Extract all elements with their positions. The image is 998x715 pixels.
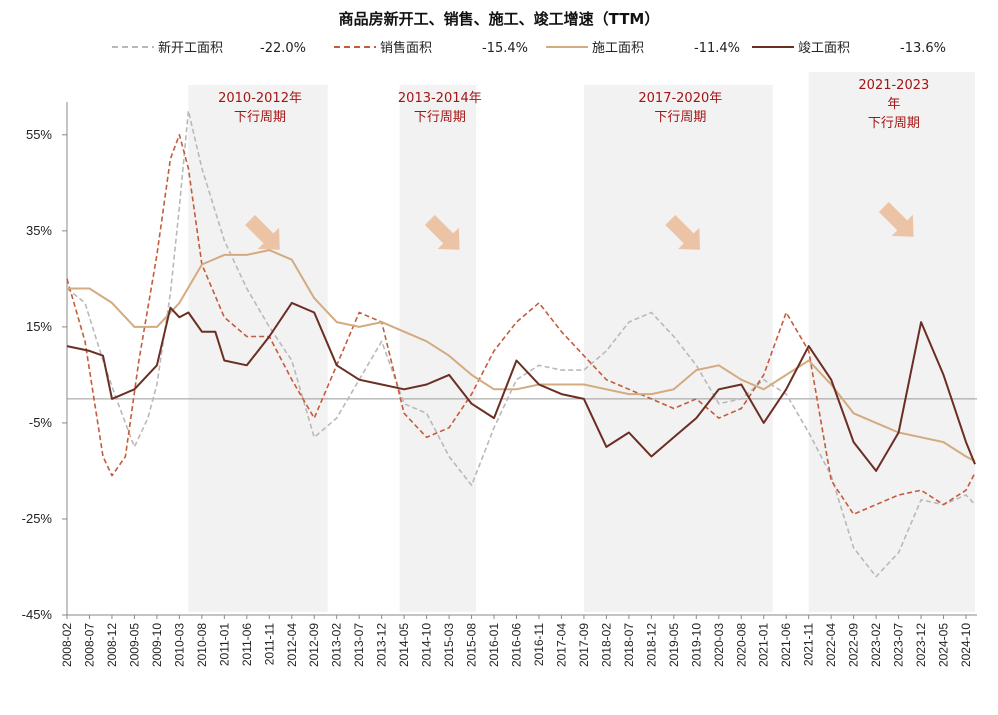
period-label-2: 2013-2014年 (398, 91, 482, 106)
x-tick-label: 2024-05 (937, 623, 951, 667)
period-label-3: 下行周期 (654, 110, 706, 125)
period-label-1: 下行周期 (234, 110, 286, 125)
period-label-2: 下行周期 (414, 110, 466, 125)
y-tick-label: 55% (26, 127, 52, 142)
x-tick-label: 2019-05 (667, 623, 681, 667)
legend-label-new_start: 新开工面积 (158, 40, 223, 56)
x-tick-label: 2008-12 (105, 623, 119, 667)
series-line-new_start (66, 110, 976, 578)
series-line-completion (66, 301, 976, 472)
y-tick-label: 15% (26, 319, 52, 334)
x-tick-label: 2021-06 (779, 623, 793, 667)
down-arrow-icon (665, 215, 701, 250)
x-tick-label: 2013-07 (352, 623, 366, 667)
x-tick-label: 2021-11 (802, 623, 816, 666)
shaded-period-1 (188, 85, 328, 612)
shaded-period-3 (583, 85, 773, 612)
legend-value-sales: -15.4% (482, 41, 528, 56)
x-tick-label: 2020-03 (712, 623, 726, 667)
x-tick-label: 2017-09 (577, 623, 591, 667)
x-tick-label: 2018-12 (644, 623, 658, 667)
x-tick-label: 2009-05 (127, 623, 141, 667)
x-tick-label: 2013-02 (330, 623, 344, 667)
y-tick-label: -25% (22, 511, 53, 526)
x-tick-label: 2014-10 (420, 623, 434, 667)
x-tick-label: 2018-02 (599, 623, 613, 667)
x-tick-label: 2011-11 (262, 623, 276, 666)
legend-value-completion: -13.6% (900, 41, 946, 56)
series-lines (66, 110, 976, 578)
x-tick-label: 2008-07 (82, 623, 96, 667)
x-tick-label: 2024-10 (959, 623, 973, 667)
shaded-period-4 (808, 72, 975, 612)
x-tick-label: 2008-02 (60, 623, 74, 667)
x-tick-label: 2023-02 (869, 623, 883, 667)
legend: 新开工面积 -22.0% 销售面积 -15.4% 施工面积 -11.4% 竣工面积 -13.6… (112, 40, 946, 56)
x-tick-label: 2011-06 (240, 623, 254, 666)
x-tick-label: 2015-08 (465, 623, 479, 667)
x-tick-label: 2015-03 (442, 623, 456, 667)
legend-label-sales: 销售面积 (380, 40, 432, 56)
down-arrow-icon (245, 215, 280, 250)
x-tick-label: 2010-08 (195, 623, 209, 667)
period-label-1: 2010-2012年 (218, 91, 302, 106)
x-tick-label: 2021-01 (757, 623, 771, 667)
x-tick-label: 2016-11 (532, 623, 546, 666)
x-tick-label: 2023-07 (892, 623, 906, 667)
x-tick-label: 2023-12 (914, 623, 928, 667)
x-tick-label: 2012-09 (307, 623, 321, 667)
x-tick-label: 2014-05 (397, 623, 411, 667)
x-tick-label: 2017-04 (554, 623, 568, 667)
legend-value-construction: -11.4% (694, 41, 740, 56)
legend-label-construction: 施工面积 (592, 41, 644, 56)
series-line-sales (66, 134, 976, 515)
x-tick-label: 2012-04 (285, 623, 299, 667)
x-tick-label: 2018-07 (622, 623, 636, 667)
x-tick-label: 2011-01 (217, 623, 231, 666)
legend-value-new_start: -22.0% (260, 41, 306, 56)
period-label-4: 2021-2023 (858, 78, 929, 93)
axes: 55% 35% 15% -5% -25% -45% 2008-02 2008-07 2008-1… (22, 102, 977, 667)
x-tick-label: 2022-09 (847, 623, 861, 667)
legend-label-completion: 竣工面积 (798, 41, 850, 56)
x-tick-label: 2013-12 (375, 623, 389, 667)
shaded-periods: 2010-2012年下行周期2013-2014年下行周期2017-2020年下行… (188, 72, 975, 612)
y-tick-label: 35% (26, 223, 52, 238)
y-tick-label: -45% (22, 607, 53, 622)
down-arrow-icon (424, 215, 460, 250)
x-tick-label: 2020-08 (734, 623, 748, 667)
period-label-4: 下行周期 (868, 116, 920, 131)
x-tick-label: 2016-01 (487, 623, 501, 667)
y-tick-label: -5% (29, 415, 53, 430)
chart-title: 商品房新开工、销售、施工、竣工增速（TTM） (339, 10, 660, 28)
x-tick-label: 2022-04 (824, 623, 838, 667)
period-label-3: 2017-2020年 (638, 91, 722, 106)
x-tick-label: 2009-10 (150, 623, 164, 667)
down-arrow-icon (878, 202, 914, 237)
x-tick-label: 2019-10 (689, 623, 703, 667)
x-tick-label: 2016-06 (510, 623, 524, 667)
x-tick-label: 2010-03 (172, 623, 186, 667)
period-label-4: 年 (887, 97, 900, 112)
